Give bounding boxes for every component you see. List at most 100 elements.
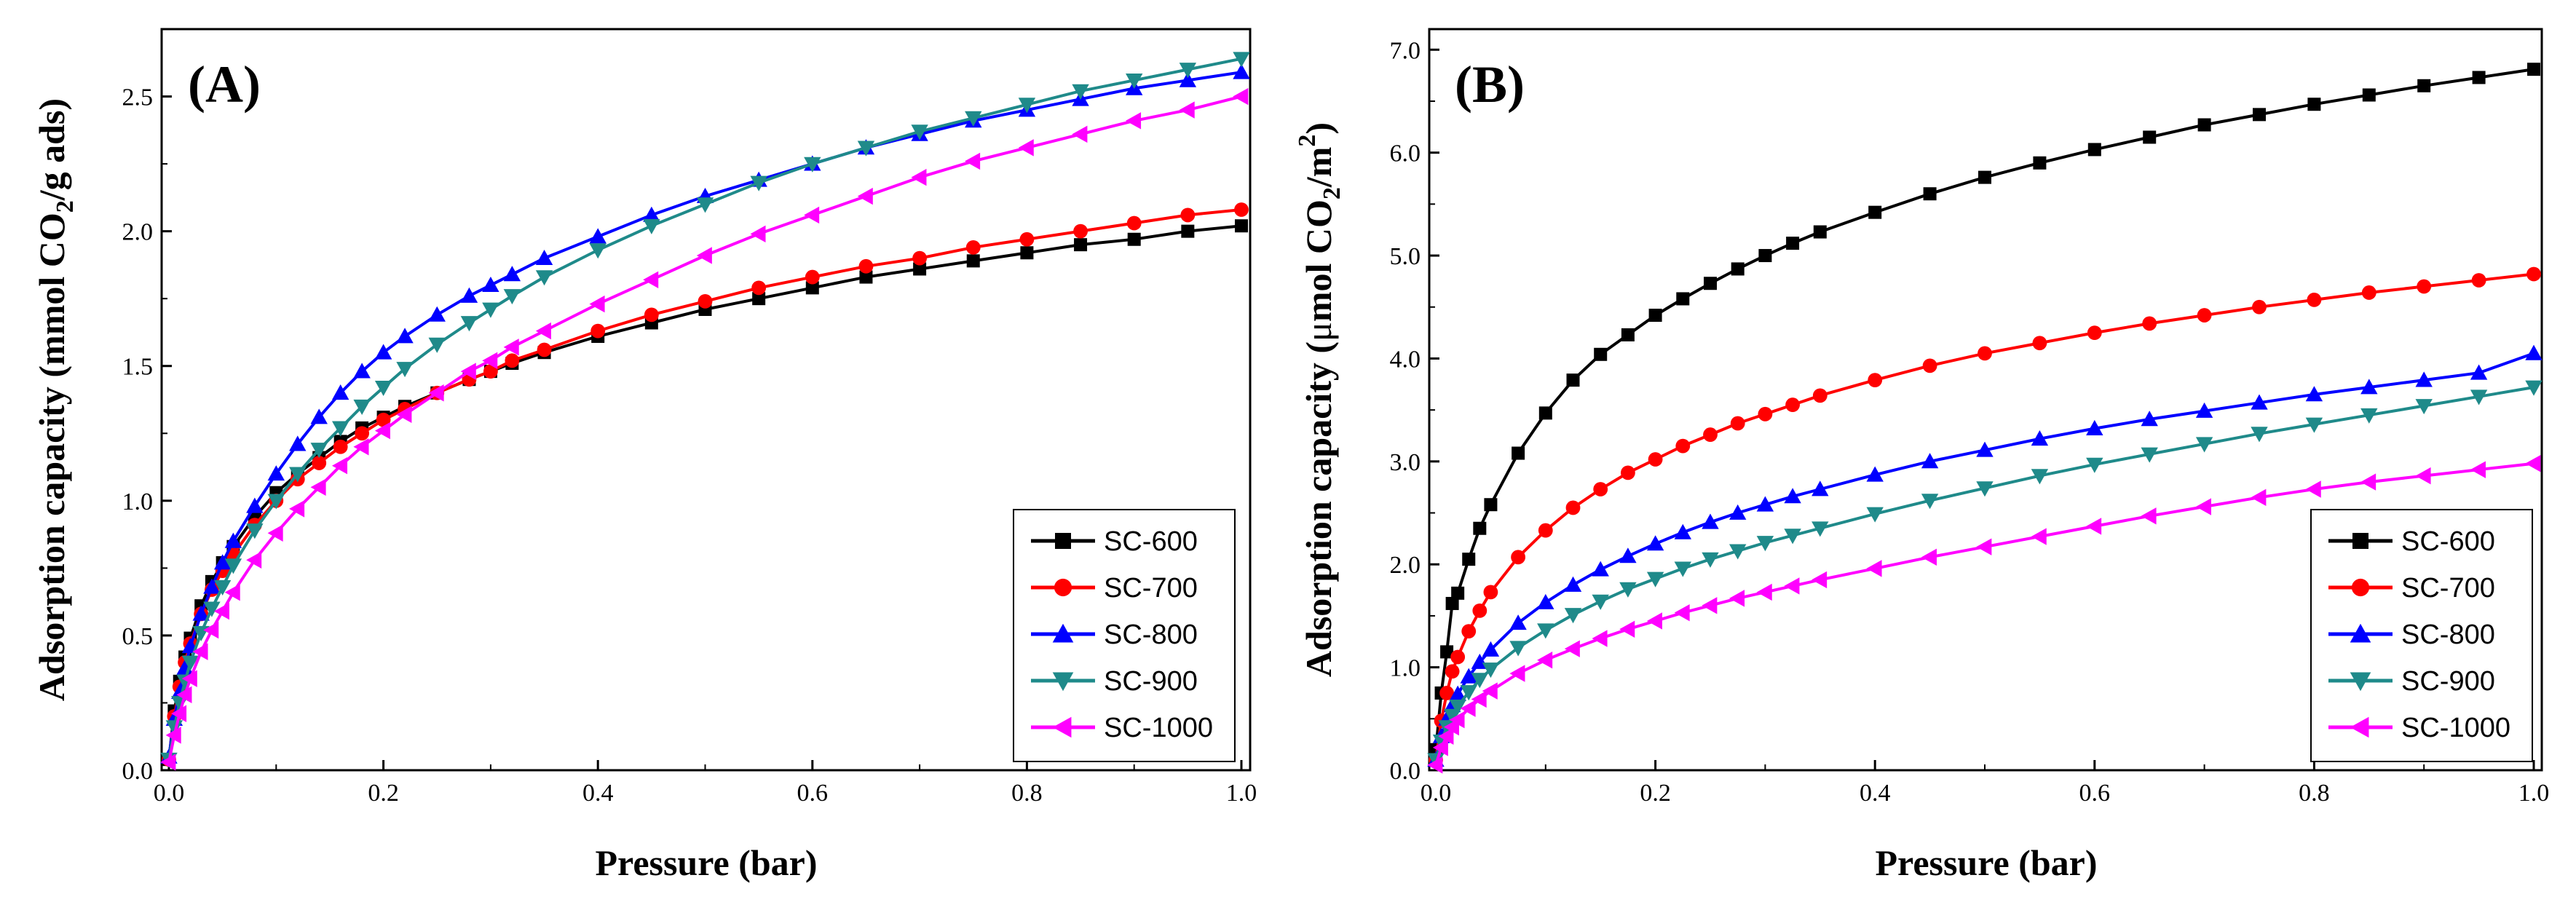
panel-b-point-sc-700 (1472, 603, 1487, 618)
panel-a-point-sc-700 (312, 456, 327, 470)
panel-a-legend-label-sc-700: SC-700 (1104, 573, 1198, 604)
panel-b-point-sc-700 (2361, 285, 2377, 300)
panel-a-point-sc-900 (535, 270, 553, 286)
panel-a-x-tick-label: 0.2 (368, 780, 399, 807)
panel-b-point-sc-600 (1566, 373, 1580, 387)
panel-b-x-tick-label: 0.2 (1640, 780, 1671, 807)
panel-a-point-sc-600 (859, 270, 873, 284)
panel-a: 0.0 0.2 0.4 0.6 0.8 1.0 0.0 0.5 1.0 1.5 2.0 2.5 (A)… (31, 28, 1257, 883)
panel-b-point-sc-600 (1758, 249, 1772, 263)
panel-b-point-sc-600 (1786, 237, 1800, 250)
panel-b-point-sc-800 (2415, 371, 2433, 387)
panel-b-point-sc-600 (1445, 596, 1459, 610)
panel-b-legend-label-sc-700: SC-700 (2401, 573, 2495, 604)
panel-a-point-sc-1000 (503, 339, 519, 356)
panel-b-point-sc-1000 (1427, 756, 1443, 774)
panel-a-point-sc-900 (246, 523, 264, 539)
panel-b-point-sc-600 (1923, 187, 1937, 201)
panel-a-point-sc-800 (289, 435, 307, 451)
panel-b-point-sc-600 (1473, 521, 1487, 535)
panel-b-point-sc-700 (1922, 358, 1937, 373)
panel-a-point-sc-800 (331, 384, 349, 400)
panel-a-x-tick-label: 0.6 (797, 780, 829, 807)
panel-b-y-tick-label: 2.0 (1390, 552, 1421, 579)
panel-a-point-sc-700 (1234, 202, 1249, 217)
panel-a-point-sc-1000 (1233, 87, 1249, 106)
panel-b-series (1427, 63, 2543, 774)
panel-b-point-sc-700 (2032, 336, 2047, 351)
panel-b-x-tick-label: 0.8 (2299, 780, 2330, 807)
panel-a-point-sc-700 (965, 240, 981, 255)
panel-b-point-sc-1000 (1564, 640, 1580, 657)
panel-b-point-sc-800 (1702, 513, 1719, 529)
panel-a-point-sc-900 (589, 243, 607, 259)
panel-a-point-sc-1000 (171, 705, 187, 722)
panel-b-point-sc-700 (1648, 452, 1663, 467)
panel-a-y-title-sub: 2 (52, 200, 79, 213)
panel-a-point-sc-900 (428, 337, 446, 353)
panel-b-point-sc-800 (2360, 379, 2378, 395)
panel-b-point-sc-900 (1509, 641, 1527, 657)
panel-b-point-sc-800 (2195, 402, 2213, 418)
panel-b-point-sc-1000 (2305, 480, 2321, 498)
panel-a-point-sc-800 (310, 408, 328, 424)
panel-b-point-sc-700 (1511, 550, 1526, 565)
panel-a-point-sc-600 (1074, 238, 1088, 252)
panel-a-point-sc-900 (804, 157, 821, 173)
panel-b-point-sc-600 (1978, 170, 1991, 184)
panel-a-point-sc-1000 (165, 727, 181, 744)
panel-a-y-tick-label: 1.5 (122, 354, 154, 381)
panel-a-point-sc-800 (643, 206, 660, 222)
panel-b-point-sc-700 (2197, 308, 2212, 323)
panel-b-point-sc-600 (1868, 205, 1882, 219)
panel-a-point-sc-1000 (696, 247, 712, 264)
panel-a-point-sc-700 (505, 353, 520, 368)
panel-a-point-sc-1000 (353, 438, 369, 456)
panel-a-point-sc-800 (428, 306, 446, 322)
panel-a-point-sc-900 (165, 720, 183, 736)
panel-a-legend-label-sc-600: SC-600 (1104, 526, 1198, 557)
panel-b-point-sc-900 (2470, 389, 2488, 405)
panel-b-point-sc-600 (1813, 225, 1827, 239)
panel-a-point-sc-700 (858, 258, 874, 274)
panel-b-point-sc-700 (2087, 325, 2102, 340)
panel-b-point-sc-700 (1730, 416, 1745, 431)
panel-a-point-sc-1000 (1018, 139, 1034, 157)
panel-b-y-title-sup: 2 (1294, 135, 1321, 147)
panel-b-x-axis-title: Pressure (bar) (1875, 842, 2097, 883)
panel-b-point-sc-900 (1674, 561, 1691, 577)
panel-a-point-sc-800 (267, 465, 285, 481)
panel-a-ticks: 0.0 0.2 0.4 0.6 0.8 1.0 0.0 0.5 1.0 1.5 2.0 2.5 (122, 84, 1257, 807)
panel-b-point-sc-1000 (1509, 665, 1525, 682)
panel-b-x-tick-label: 0.0 (1421, 780, 1452, 807)
panel-b-point-sc-600 (2033, 156, 2047, 170)
panel-a-point-sc-900 (267, 494, 285, 510)
panel-b-legend-label-sc-1000: SC-1000 (2401, 713, 2510, 743)
panel-b-point-sc-700 (2471, 273, 2486, 288)
panel-a-point-sc-1000 (224, 583, 240, 601)
panel-a-series-sc-1000 (160, 87, 1249, 771)
panel-a-series-sc-900 (160, 52, 1250, 768)
panel-a-point-sc-700 (1073, 223, 1088, 239)
panel-a-point-sc-600 (805, 281, 819, 295)
panel-a-point-sc-1000 (267, 524, 283, 542)
panel-b-point-sc-900 (1976, 481, 1994, 497)
panel-a-point-sc-900 (911, 124, 928, 141)
panel-b-point-sc-600 (1676, 292, 1690, 306)
panel-b-point-sc-1000 (1812, 571, 1828, 589)
panel-a-point-sc-800 (396, 328, 414, 344)
panel-b-point-sc-800 (1646, 535, 1664, 551)
panel-b-point-sc-1000 (2415, 467, 2431, 485)
panel-a-legend-marker-sc-1000 (1052, 716, 1072, 738)
panel-b-point-sc-1000 (2031, 528, 2047, 545)
panel-a-point-sc-600 (752, 292, 766, 306)
panel-a-point-sc-800 (213, 554, 232, 570)
panel-b-point-sc-1000 (1702, 597, 1718, 614)
panel-b-point-sc-800 (1976, 441, 1994, 457)
panel-b-point-sc-1000 (1784, 577, 1800, 595)
panel-a-point-sc-1000 (331, 456, 348, 475)
panel-b-point-sc-800 (1756, 496, 1774, 512)
panel-b-point-sc-1000 (2360, 473, 2377, 491)
panel-a-y-tick-label: 0.5 (122, 623, 154, 650)
